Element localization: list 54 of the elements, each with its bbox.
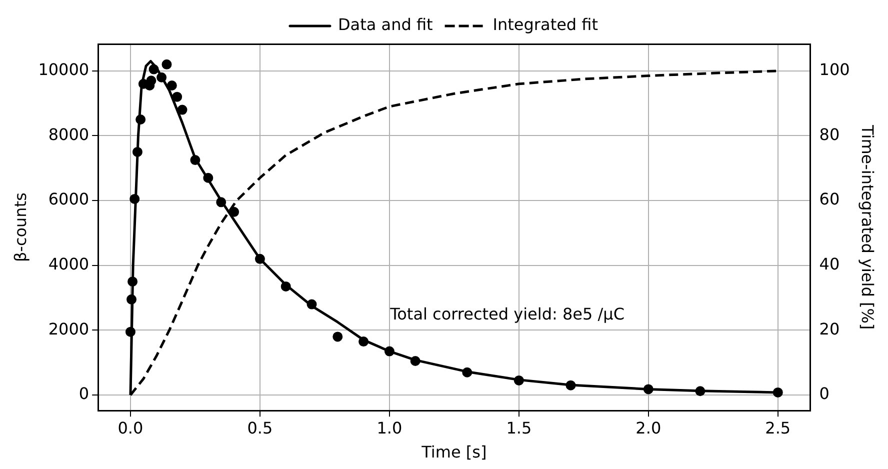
- point: [358, 336, 369, 347]
- point: [136, 114, 146, 125]
- point: [166, 80, 177, 90]
- point: [148, 64, 159, 74]
- point: [695, 386, 706, 396]
- x-axis-title: Time [s]: [420, 442, 487, 462]
- point: [190, 155, 200, 166]
- point: [132, 146, 142, 157]
- x-tick-label: 2.5: [765, 418, 791, 438]
- point: [162, 59, 172, 70]
- x-tick-label: 0.5: [247, 418, 273, 438]
- x-tick-label: 1.5: [506, 418, 532, 438]
- y2-tick-label: 20: [819, 319, 840, 338]
- point: [254, 254, 265, 264]
- y-tick-label: 0: [78, 384, 90, 404]
- point: [643, 384, 654, 394]
- y2-tick-label: 40: [819, 254, 840, 274]
- point: [566, 380, 576, 390]
- x-tick-label: 2.0: [636, 418, 662, 438]
- y2-tick-label: 100: [819, 60, 850, 80]
- point: [130, 194, 140, 204]
- point: [410, 356, 420, 366]
- point: [772, 387, 783, 398]
- point: [229, 206, 240, 217]
- point: [156, 72, 167, 82]
- point: [128, 276, 138, 287]
- point: [306, 299, 317, 310]
- point: [146, 76, 156, 86]
- y-tick-label: 8000: [48, 124, 90, 144]
- point: [216, 197, 226, 208]
- point: [384, 346, 394, 356]
- y-tick-label: 6000: [48, 190, 90, 209]
- x-tick-label: 1.0: [376, 418, 402, 438]
- point: [125, 326, 136, 337]
- y-tick-label: 2000: [48, 319, 90, 338]
- y-axis-title: β-counts: [10, 192, 30, 262]
- point: [203, 172, 214, 183]
- x-tick-label: 0.0: [118, 418, 144, 438]
- y2-tick-label: 80: [819, 124, 840, 144]
- legend-label: Integrated fit: [492, 15, 598, 34]
- point: [462, 367, 472, 378]
- y2-tick-label: 60: [819, 190, 840, 209]
- point: [126, 294, 137, 304]
- point: [332, 332, 343, 342]
- point: [172, 92, 182, 102]
- annotation: Total corrected yield: 8e5 /μC: [389, 304, 625, 324]
- point: [177, 104, 188, 115]
- y2-axis-title: Time-integrated yield [%]: [858, 124, 878, 330]
- point: [280, 281, 291, 292]
- y2-tick-label: 0: [819, 384, 830, 404]
- point: [514, 375, 524, 386]
- y-tick-label: 10000: [38, 60, 90, 80]
- y-tick-label: 4000: [48, 254, 90, 274]
- legend-label: Data and fit: [338, 15, 433, 34]
